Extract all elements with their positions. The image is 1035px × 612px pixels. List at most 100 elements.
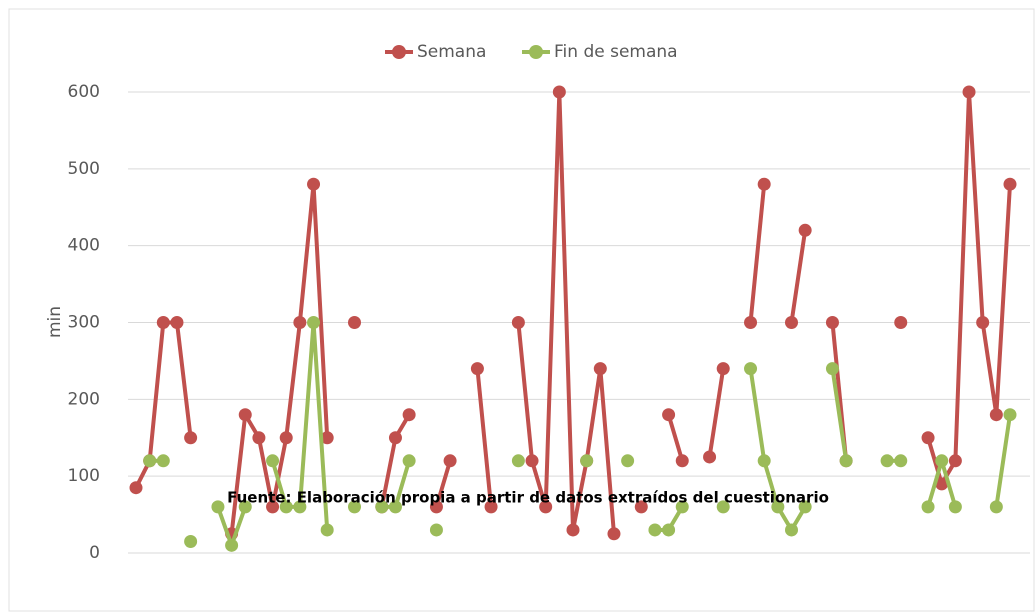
data-point bbox=[539, 500, 553, 514]
data-point bbox=[1003, 408, 1017, 422]
data-point bbox=[607, 527, 621, 541]
data-point bbox=[238, 500, 252, 514]
data-point bbox=[388, 431, 402, 445]
data-point bbox=[279, 500, 293, 514]
data-point bbox=[634, 500, 648, 514]
data-point bbox=[757, 177, 771, 191]
series-line bbox=[707, 368, 726, 458]
y-tick-label: 500 bbox=[68, 159, 100, 179]
data-point bbox=[976, 316, 990, 329]
data-point bbox=[511, 454, 525, 468]
data-point bbox=[935, 477, 949, 491]
data-point bbox=[348, 500, 361, 514]
y-tick-label: 200 bbox=[68, 389, 100, 409]
data-point bbox=[225, 538, 239, 552]
data-point bbox=[894, 454, 908, 468]
data-point bbox=[989, 408, 1003, 422]
data-point bbox=[348, 316, 361, 329]
data-point bbox=[293, 316, 307, 329]
data-point bbox=[443, 454, 457, 468]
data-point bbox=[184, 431, 198, 445]
data-point bbox=[948, 500, 962, 514]
data-point bbox=[552, 85, 566, 99]
legend-label: Fin de semana bbox=[554, 42, 678, 62]
y-tick-label: 600 bbox=[68, 82, 100, 102]
data-point bbox=[211, 500, 225, 514]
y-tick-label: 400 bbox=[68, 236, 100, 256]
data-point bbox=[825, 362, 839, 376]
data-point bbox=[266, 454, 280, 468]
data-point bbox=[566, 523, 580, 537]
data-point bbox=[279, 431, 293, 445]
data-point bbox=[703, 450, 717, 464]
data-point bbox=[307, 316, 321, 329]
data-point bbox=[744, 316, 758, 329]
legend-marker bbox=[392, 45, 406, 59]
data-point bbox=[293, 500, 307, 514]
data-point bbox=[648, 523, 662, 537]
series-line bbox=[830, 368, 849, 462]
data-point bbox=[785, 523, 798, 537]
data-point bbox=[935, 454, 949, 468]
y-tick-label: 0 bbox=[89, 543, 100, 563]
data-point bbox=[839, 454, 853, 468]
data-point bbox=[429, 500, 443, 514]
data-point bbox=[771, 500, 785, 514]
data-point bbox=[238, 408, 252, 422]
data-point bbox=[184, 534, 198, 548]
data-point bbox=[716, 500, 730, 514]
data-point bbox=[388, 500, 402, 514]
data-point bbox=[484, 500, 498, 514]
data-point bbox=[962, 85, 976, 99]
data-point bbox=[525, 454, 539, 468]
data-point bbox=[402, 408, 416, 422]
data-point bbox=[825, 316, 839, 329]
data-point bbox=[143, 454, 157, 468]
data-point bbox=[266, 500, 280, 514]
data-point bbox=[470, 362, 484, 376]
legend-label: Semana bbox=[417, 42, 486, 62]
data-point bbox=[675, 454, 689, 468]
data-point bbox=[948, 454, 962, 468]
data-point bbox=[375, 500, 389, 514]
data-point bbox=[593, 362, 607, 376]
data-point bbox=[129, 481, 143, 495]
data-point bbox=[156, 316, 170, 329]
data-point bbox=[921, 431, 935, 445]
data-point bbox=[170, 316, 184, 329]
data-point bbox=[757, 454, 771, 468]
annotation: Fuente: Elaboración propia a partir de d… bbox=[227, 489, 829, 507]
y-tick-label: 100 bbox=[68, 466, 100, 486]
series-line bbox=[516, 90, 616, 534]
data-point bbox=[894, 316, 908, 329]
data-point bbox=[402, 454, 416, 468]
data-point bbox=[662, 523, 676, 537]
data-point bbox=[716, 362, 730, 376]
data-point bbox=[429, 523, 443, 537]
chart-frame bbox=[8, 8, 1035, 612]
data-point bbox=[880, 454, 894, 468]
data-point bbox=[662, 408, 676, 422]
legend-marker bbox=[529, 45, 543, 59]
series-line bbox=[666, 414, 685, 462]
series-line bbox=[789, 230, 808, 323]
y-tick-label: 300 bbox=[68, 313, 100, 333]
data-point bbox=[921, 500, 935, 514]
data-point bbox=[675, 500, 689, 514]
data-point bbox=[320, 523, 334, 537]
series-line bbox=[475, 368, 494, 508]
data-point bbox=[798, 500, 812, 514]
data-point bbox=[580, 454, 594, 468]
data-point bbox=[989, 500, 1003, 514]
data-point bbox=[252, 431, 266, 445]
series-line bbox=[994, 414, 1012, 508]
series-line bbox=[748, 184, 767, 323]
data-point bbox=[785, 316, 798, 329]
data-point bbox=[156, 454, 170, 468]
data-point bbox=[798, 223, 812, 237]
data-point bbox=[744, 362, 758, 376]
data-point bbox=[621, 454, 635, 468]
data-point bbox=[1003, 177, 1017, 191]
data-point bbox=[307, 177, 321, 191]
